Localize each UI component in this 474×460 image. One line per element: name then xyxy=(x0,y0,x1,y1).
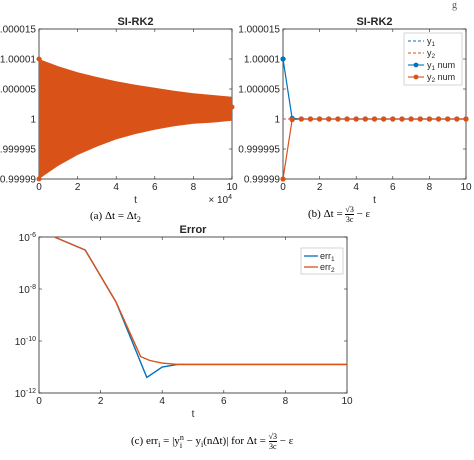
x-tick-label: 10 xyxy=(460,182,472,193)
legend-b xyxy=(403,32,463,86)
series-y_2-num-marker xyxy=(289,117,295,123)
y-tick-label: 10-8 xyxy=(19,284,36,296)
caption-b: (b) Δt = √3 3c − ε xyxy=(308,205,371,224)
series-y_2-num-marker xyxy=(353,116,359,122)
series-y_2-num-marker xyxy=(445,116,451,122)
y-tick-label: 0.99999 xyxy=(0,175,36,186)
y-tick-label: 1 xyxy=(274,115,280,126)
legend-c xyxy=(300,247,344,275)
x-tick-label: 6 xyxy=(152,182,158,193)
series-y_2-num-marker xyxy=(371,116,378,122)
x-tick-label: 8 xyxy=(283,396,289,407)
x-tick-label: 0 xyxy=(36,182,42,193)
y-tick-label: 1.000005 xyxy=(238,85,280,96)
x-tick-label: 8 xyxy=(191,182,197,193)
y-tick-label: 0.999995 xyxy=(238,145,280,156)
axes-box-c xyxy=(38,236,348,394)
series-y_2-num-marker xyxy=(326,116,332,122)
x-tick-label: 2 xyxy=(98,396,104,407)
x-tick-label: 2 xyxy=(317,182,323,193)
series-y_2-num-marker xyxy=(426,116,432,122)
x-tick-label: 10 xyxy=(226,182,238,193)
y-tick-label: 1.000015 xyxy=(0,25,36,36)
plot-a: 0 2 4 6 8 10 0.99999 0.999995 1 1.000005 1.00001 1.… xyxy=(0,16,238,206)
x-tick-label: 4 xyxy=(353,182,359,193)
plot-c: 0 2 4 6 8 10 10-6 10-8 10-10 10-12 Error t xyxy=(15,224,353,420)
y-tick-label: 1.00001 xyxy=(0,55,36,66)
legend-label: y2 xyxy=(427,48,436,60)
caption-a: (a) Δt = Δt2 xyxy=(90,210,141,225)
series-y_2-num-marker xyxy=(344,116,350,122)
series-y_2-num-marker xyxy=(362,116,368,122)
series-y_2-num-marker xyxy=(390,116,396,122)
header-glyph: g xyxy=(452,0,457,11)
x-tick-label: 8 xyxy=(427,182,433,193)
series-y_2-num-marker xyxy=(435,116,442,122)
chart-title-c: Error xyxy=(180,224,208,236)
series-y2-num-marker xyxy=(36,176,42,182)
x-axis-label-a: t xyxy=(134,195,137,206)
x-tick-label: 4 xyxy=(159,396,165,407)
y-tick-label: 10-10 xyxy=(15,336,36,348)
legend-marker xyxy=(413,62,419,68)
series-y2-num-marker xyxy=(229,104,235,110)
series-y_2-num-marker xyxy=(399,116,405,122)
series-y2-num-marker xyxy=(36,56,42,62)
y-tick-label: 10-12 xyxy=(15,388,36,400)
series-y_2-num-marker xyxy=(417,116,423,122)
chart-title-b: SI-RK2 xyxy=(356,16,392,28)
series-y_2-num-marker xyxy=(408,116,414,122)
series-y_2-num-marker xyxy=(317,116,323,122)
plot-b: 0 2 4 6 8 10 0.99999 0.999995 1 1.000005 1.00001 1.… xyxy=(238,16,472,206)
legend-label: y1 xyxy=(427,36,436,48)
series-y_2-num-marker xyxy=(298,116,304,122)
y-tick-label: 1 xyxy=(30,115,36,126)
x-tick-label: 4 xyxy=(113,182,119,193)
y-tick-label: 1.000005 xyxy=(0,85,36,96)
x-tick-label: 2 xyxy=(75,182,81,193)
x-tick-label: 10 xyxy=(341,396,353,407)
x-tick-label: 0 xyxy=(36,396,42,407)
x-axis-label-b: t xyxy=(373,195,376,206)
x-axis-exponent-a: × 104 xyxy=(208,194,232,206)
series-y_2-num-marker xyxy=(280,176,286,182)
y-tick-label: 1.00001 xyxy=(244,55,281,66)
x-tick-label: 6 xyxy=(390,182,396,193)
chart-title-a: SI-RK2 xyxy=(117,16,153,28)
caption-c: (c) erri = |y n i − yi(nΔt)| for Δt = √3 3c… xyxy=(131,432,294,451)
series-y_2-num-marker xyxy=(454,116,460,122)
series-err_2-line xyxy=(54,236,347,366)
series-y_2-num-marker xyxy=(335,116,341,122)
y-tick-label: 10-6 xyxy=(19,232,36,244)
x-tick-label: 6 xyxy=(221,396,227,407)
series-y_1-num-marker xyxy=(280,56,286,62)
series-y_2-num-marker xyxy=(463,116,469,122)
series-y_2-num-marker xyxy=(307,116,314,122)
x-axis-label-c: t xyxy=(192,409,195,420)
y-tick-label: 1.000015 xyxy=(238,25,280,36)
y-tick-label: 0.99999 xyxy=(244,175,281,186)
x-tick-label: 0 xyxy=(280,182,286,193)
legend-marker xyxy=(413,74,419,80)
y-tick-label: 0.999995 xyxy=(0,145,36,156)
series-y_2-num-marker xyxy=(381,116,387,122)
